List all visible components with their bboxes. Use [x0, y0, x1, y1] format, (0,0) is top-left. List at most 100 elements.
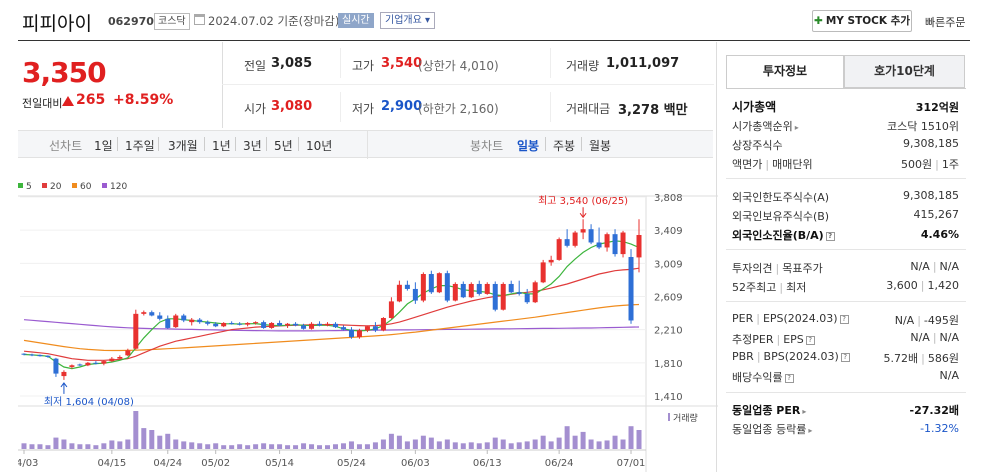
help-icon[interactable]: ?	[784, 373, 794, 383]
volume-bar	[117, 441, 123, 449]
low-value: 2,900	[381, 99, 423, 114]
industry-per-row: 동일업종 PER ▸	[732, 402, 806, 418]
quick-order-button[interactable]: 빠른주문	[925, 16, 966, 29]
volume-bar	[332, 444, 338, 449]
volume-legend-label: 거래량	[673, 412, 698, 424]
current-price: 3,350	[22, 56, 107, 89]
volume-bar	[436, 441, 442, 449]
high-annotation: 최고 3,540 (06/25)	[538, 195, 628, 207]
tab-period-3m[interactable]: 3개월	[168, 139, 198, 153]
volume-bar	[444, 439, 450, 449]
tab-candle-weekly[interactable]: 주봉	[553, 139, 576, 153]
quote-row-divider	[222, 84, 714, 85]
help-icon[interactable]: ?	[840, 352, 850, 362]
tab-period-10y[interactable]: 10년	[306, 139, 333, 153]
candle-body	[396, 284, 402, 302]
candle-body	[77, 364, 83, 366]
volume-bar	[157, 435, 163, 449]
target-price-value: N/A	[939, 260, 959, 273]
x-tick-label: 06/24	[545, 458, 574, 469]
volume-legend-swatch	[668, 413, 670, 421]
bps-value: 586원	[927, 352, 959, 365]
volume-bar	[412, 439, 418, 449]
tab-hoga-10[interactable]: 호가10단계	[844, 55, 965, 88]
bps-label: BPS(2024.03)	[763, 350, 839, 363]
tab-period-5y[interactable]: 5년	[274, 139, 293, 153]
volume-bar	[340, 443, 346, 449]
plus-icon: ✚	[814, 15, 823, 27]
section-divider	[726, 249, 966, 250]
volume-bar	[149, 430, 155, 449]
par-trade-unit-row: 액면가 | 매매단위	[732, 158, 813, 171]
chart-tab-bar: 선차트 1일 1주일 3개월 1년 3년 5년 10년 봉차트 일봉 주봉 월봉	[18, 130, 713, 159]
eps-value: -495원	[923, 314, 959, 327]
volume-bar	[516, 442, 522, 449]
candle-body	[317, 323, 323, 326]
listed-shares-label: 상장주식수	[732, 139, 783, 152]
candle-body	[372, 326, 378, 331]
tab-candle-daily[interactable]: 일봉	[517, 139, 540, 153]
volume-bar	[492, 437, 498, 449]
week52-high-label: 52주최고	[732, 281, 777, 294]
add-mystock-button[interactable]: ✚ MY STOCK 추가	[812, 10, 912, 32]
volume-value: 1,011,097	[606, 56, 680, 71]
tab-invest-info[interactable]: 투자정보	[726, 55, 844, 88]
y-tick-label: 2,210	[654, 326, 683, 337]
volume-bar	[636, 430, 642, 449]
price-chart[interactable]: 5 20 60 120 3,808 3,409 3,009 2,609 2,210 1,810 1,…	[18, 176, 718, 472]
tab-period-1w[interactable]: 1주일	[125, 139, 155, 153]
volume-bar	[460, 443, 466, 449]
ma20-line	[23, 267, 640, 361]
tab-period-3y[interactable]: 3년	[243, 139, 262, 153]
tab-candle-monthly[interactable]: 월봉	[589, 139, 612, 153]
help-icon[interactable]: ?	[825, 231, 835, 241]
section-divider	[726, 178, 966, 179]
company-overview-button[interactable]: 기업개요 ▾	[380, 12, 436, 29]
candle-body	[572, 232, 578, 246]
x-tick-label: 06/03	[401, 458, 430, 469]
volume-bar	[165, 433, 171, 449]
calendar-icon	[194, 14, 205, 25]
volume-bar	[572, 435, 578, 449]
help-icon[interactable]: ?	[805, 335, 815, 345]
volume-bar	[556, 437, 562, 449]
summary-divider	[222, 42, 223, 128]
volume-bar	[325, 445, 331, 449]
prev-close-value: 3,085	[271, 56, 313, 71]
x-tick-label: 07/01	[617, 458, 646, 469]
high-value: 3,540	[381, 56, 423, 71]
realtime-button[interactable]: 실시간	[338, 13, 374, 28]
candle-body	[189, 319, 195, 323]
tab-period-1y[interactable]: 1년	[212, 139, 231, 153]
help-icon[interactable]: ?	[839, 314, 849, 324]
market-cap-value: 312억원	[915, 101, 959, 114]
week52-high-value: 3,600	[886, 279, 918, 292]
candle-body	[380, 317, 386, 331]
volume-bar	[309, 444, 315, 449]
volume-bar	[372, 442, 378, 449]
change-amount: 265	[76, 92, 106, 108]
candle-body	[173, 315, 179, 328]
tab-period-1d[interactable]: 1일	[94, 139, 113, 153]
low-arrow-icon	[60, 382, 68, 388]
candle-body	[580, 229, 586, 233]
market-cap-rank-label: 시가총액순위	[732, 120, 793, 133]
legend-swatch	[102, 183, 107, 188]
high-arrow-icon	[579, 212, 587, 219]
trade-amount-label: 거래대금	[566, 102, 611, 116]
listed-shares-value: 9,308,185	[903, 137, 959, 150]
legend-label: 5	[26, 182, 32, 192]
volume-bar	[189, 442, 195, 449]
dividend-row: 배당수익률?	[732, 369, 794, 385]
y-tick-label: 1,410	[654, 392, 683, 403]
volume-bar	[588, 439, 594, 449]
legend-label: 120	[110, 182, 127, 192]
legend-swatch	[72, 183, 77, 188]
per-value: N/A	[894, 314, 915, 327]
trade-amount-value: 3,278 백만	[618, 103, 688, 118]
candle-body	[420, 274, 426, 301]
volume-bar	[540, 435, 546, 449]
market-badge: 코스닥	[154, 13, 190, 30]
section-divider	[726, 301, 966, 302]
candle-body	[125, 350, 131, 356]
